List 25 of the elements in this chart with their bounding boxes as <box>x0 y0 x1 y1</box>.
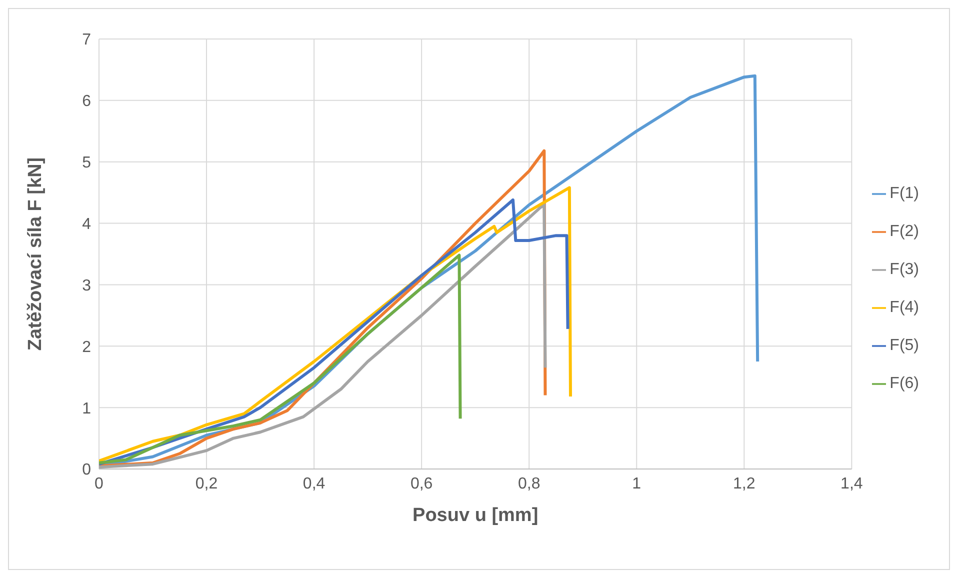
y-tick-label: 3 <box>82 277 92 294</box>
x-tick-label: 0 <box>94 475 104 492</box>
y-tick-label: 6 <box>82 93 92 110</box>
legend-label: F(5) <box>890 337 919 354</box>
legend-label: F(6) <box>890 375 919 392</box>
y-tick-label: 0 <box>82 462 92 479</box>
y-tick-label: 4 <box>82 216 92 233</box>
y-tick-label: 7 <box>82 32 92 49</box>
legend-label: F(1) <box>890 185 919 202</box>
x-tick-label: 0,8 <box>518 475 540 492</box>
x-tick-label: 0,2 <box>195 475 218 492</box>
legend-label: F(3) <box>890 261 919 278</box>
x-axis-title: Posuv u [mm] <box>412 505 538 526</box>
y-tick-label: 5 <box>82 154 92 172</box>
x-tick-label: 0,6 <box>410 475 433 492</box>
y-axis-title: Zatěžovací síla F [kN] <box>25 157 46 351</box>
line-series <box>99 254 462 464</box>
legend-label: F(4) <box>890 299 919 316</box>
x-tick-label: 0,4 <box>302 475 326 492</box>
y-tick-label: 1 <box>82 400 92 418</box>
x-tick-label: 1 <box>632 475 642 492</box>
y-tick-label: 2 <box>82 338 92 356</box>
legend-label: F(2) <box>890 223 919 240</box>
x-tick-label: 1,2 <box>733 475 756 492</box>
x-tick-label: 1,4 <box>840 475 863 492</box>
